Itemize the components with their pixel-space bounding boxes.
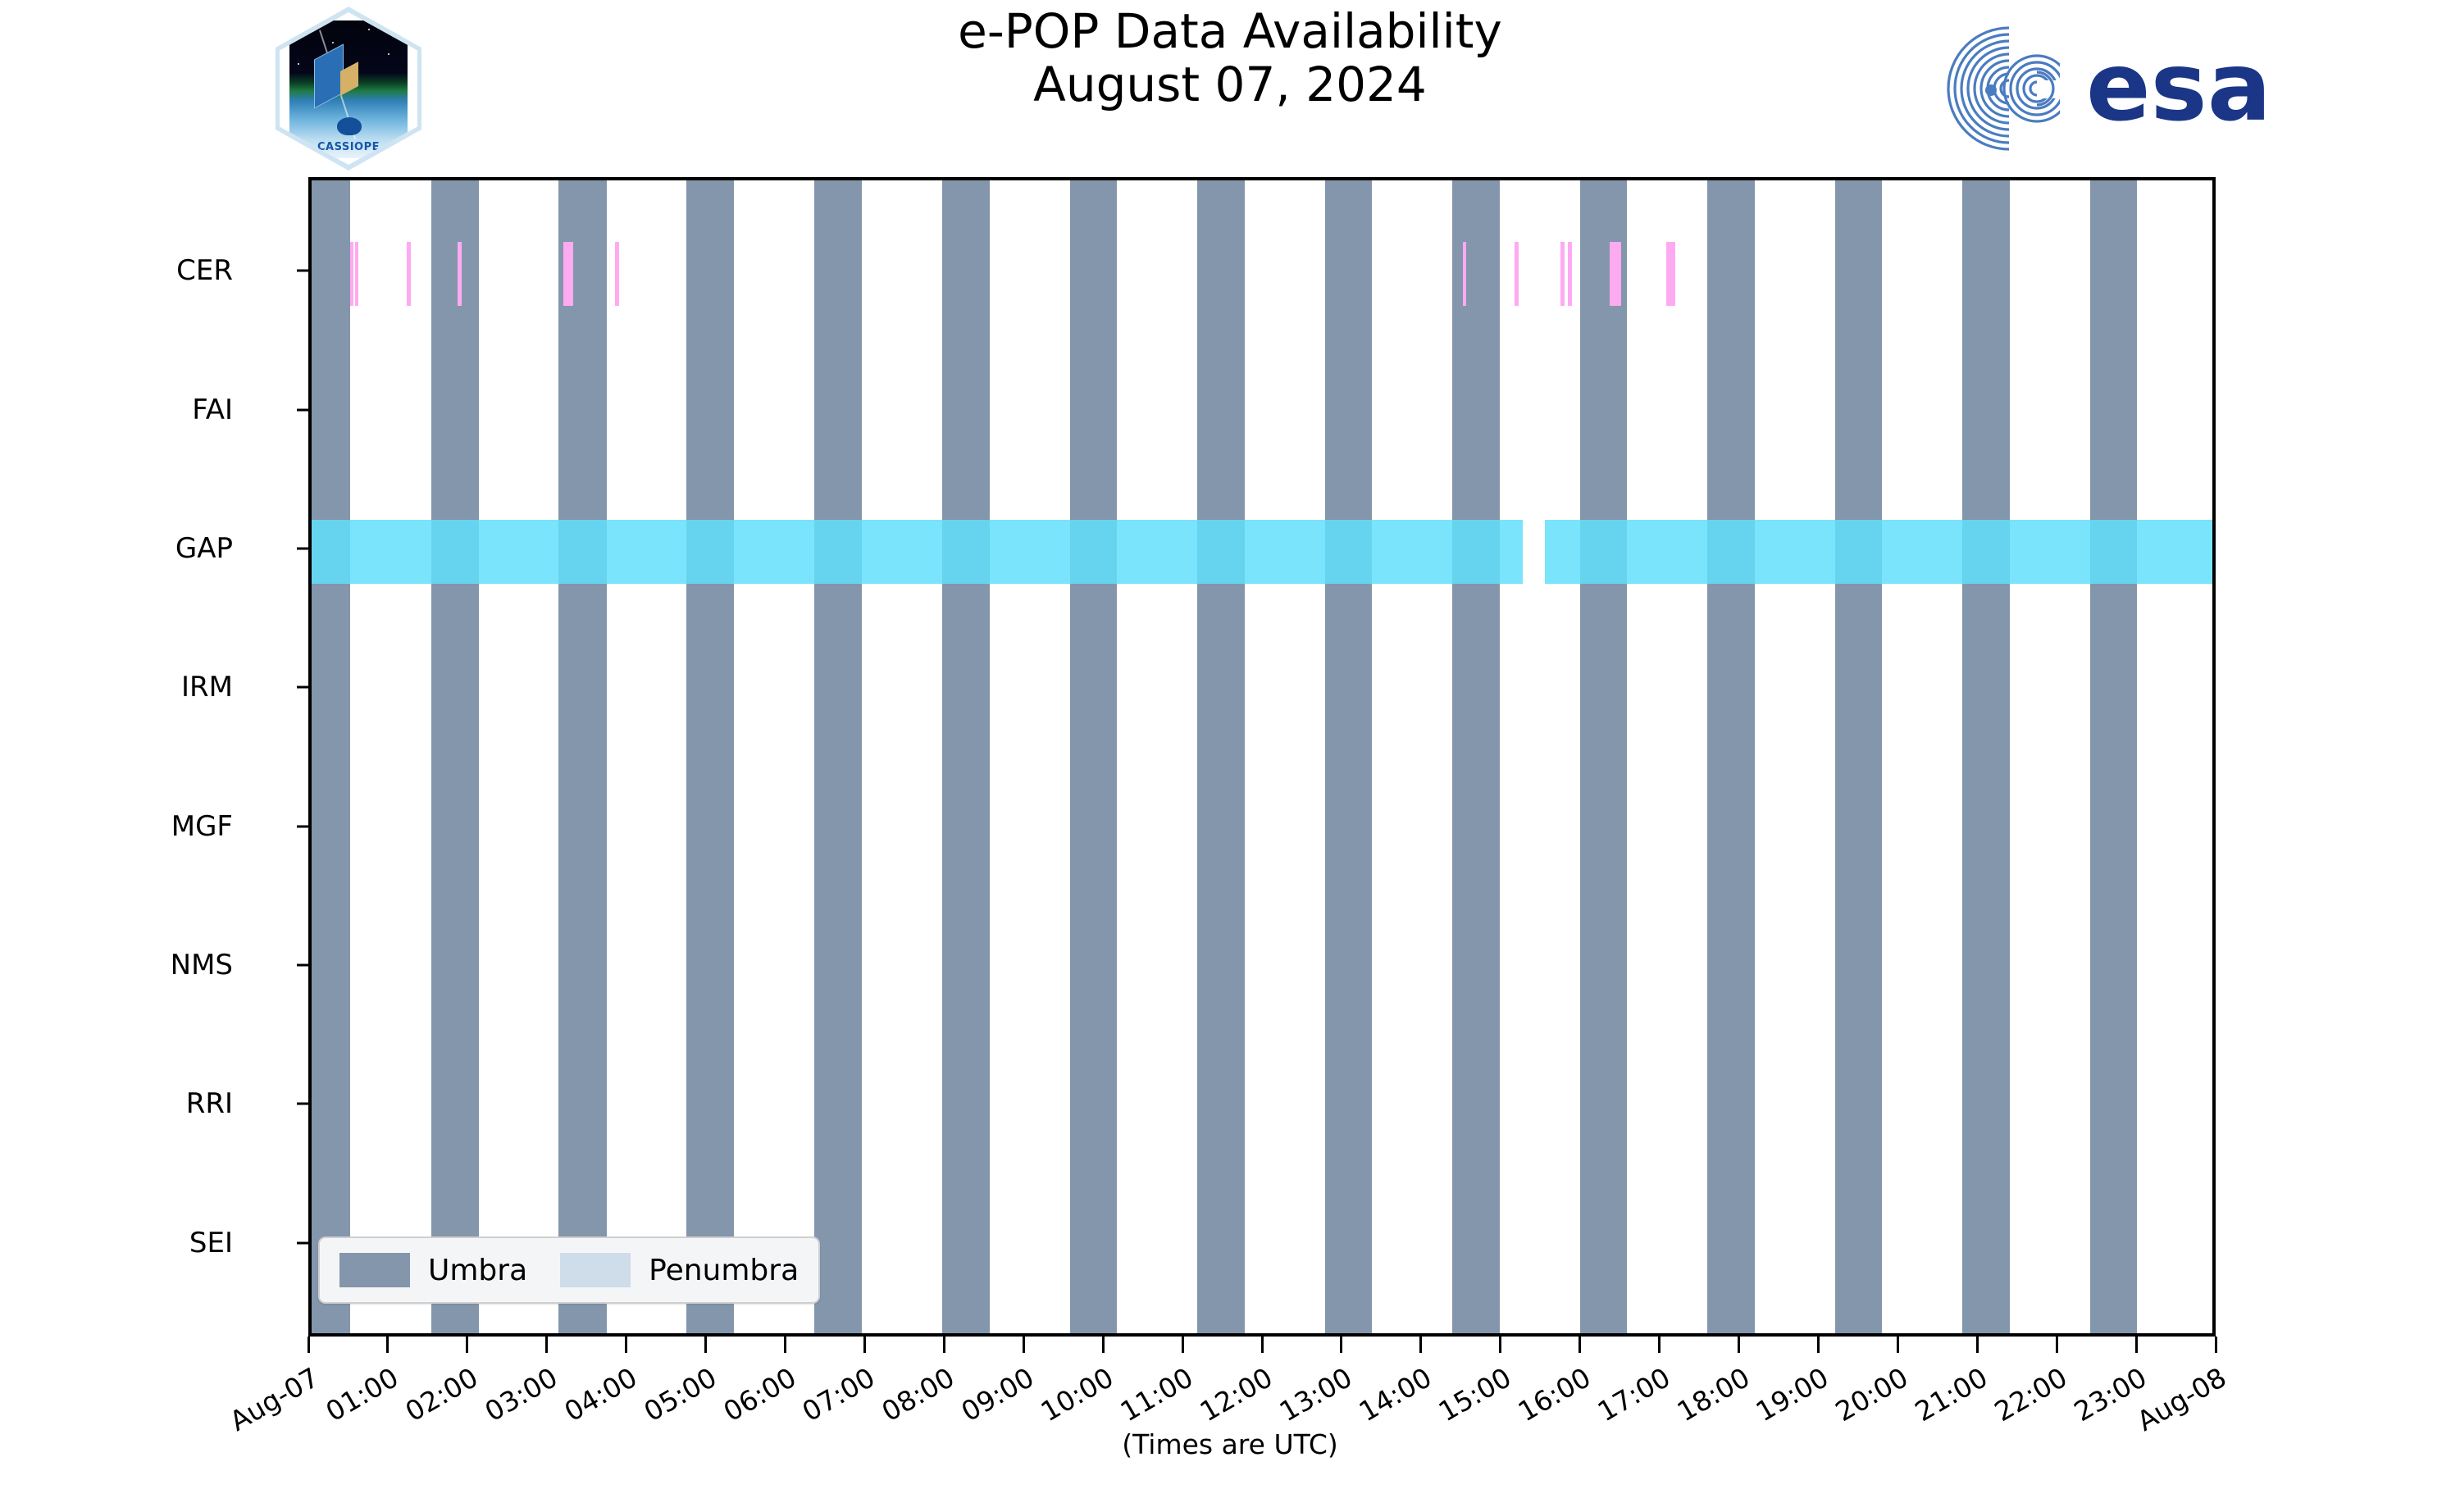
- x-tick-mark-4: [625, 1337, 628, 1353]
- legend-entry-penumbra: Penumbra: [560, 1253, 799, 1287]
- x-tick-mark-1: [386, 1337, 390, 1353]
- data-bar-cer: [567, 242, 574, 307]
- x-tick-mark-23: [2134, 1337, 2138, 1353]
- data-bar-cer: [563, 242, 567, 307]
- x-tick-mark-13: [1340, 1337, 1343, 1353]
- x-tick-mark-0: [307, 1337, 310, 1353]
- shading-band-umbra: [1961, 180, 2011, 1333]
- x-tick-mark-24: [2214, 1337, 2217, 1353]
- data-bar-cer: [1514, 242, 1519, 307]
- data-bar-cer: [406, 242, 411, 307]
- shading-band-umbra: [1451, 180, 1500, 1333]
- y-tick-label-irm: IRM: [181, 671, 233, 704]
- y-tick-label-mgf: MGF: [171, 809, 233, 843]
- x-tick-mark-21: [1975, 1337, 1979, 1353]
- x-tick-mark-20: [1896, 1337, 1899, 1353]
- y-tick-label-rri: RRI: [185, 1087, 233, 1121]
- data-bar-cer: [1462, 242, 1467, 307]
- data-bar-cer: [1665, 242, 1675, 307]
- shading-band-umbra: [814, 180, 862, 1333]
- x-tick-mark-12: [1260, 1337, 1264, 1353]
- shading-band-umbra: [941, 180, 990, 1333]
- cassiope-satellite-image: [289, 20, 408, 158]
- y-tick-label-gap: GAP: [175, 531, 233, 565]
- legend: Umbra Penumbra: [318, 1236, 821, 1304]
- data-bar-cer: [2213, 242, 2216, 306]
- shading-band-umbra: [431, 180, 480, 1333]
- shading-band-umbra: [1579, 180, 1627, 1333]
- x-tick-mark-5: [704, 1337, 708, 1353]
- cassiope-logo-hex-inner: CASSIOPE: [280, 12, 417, 165]
- data-bar-gap: [312, 519, 1523, 584]
- y-tick-mark-mgf: [297, 825, 311, 828]
- data-bar-cer: [355, 242, 359, 307]
- cassiope-badge-icon: [337, 117, 362, 135]
- cassiope-logo-caption: CASSIOPE: [317, 141, 380, 153]
- x-tick-mark-19: [1816, 1337, 1820, 1353]
- x-tick-mark-18: [1738, 1337, 1740, 1353]
- satellite-solar-panel-icon: [314, 43, 344, 109]
- data-bar-cer: [457, 242, 462, 307]
- x-axis-caption: (Times are UTC): [1122, 1428, 1338, 1460]
- data-bar-gap: [1544, 519, 2212, 584]
- y-tick-mark-nms: [297, 963, 311, 967]
- plot-area: [308, 177, 2216, 1337]
- esa-swirl-icon: [1947, 23, 2093, 154]
- chart-title-line2: August 07, 2024: [1033, 56, 1427, 112]
- shading-band-umbra: [1834, 180, 1883, 1333]
- data-bar-cer: [1560, 242, 1565, 307]
- data-bar-cer: [350, 242, 354, 307]
- cassiope-logo: CASSIOPE: [276, 7, 421, 171]
- y-tick-label-fai: FAI: [192, 393, 233, 426]
- y-tick-mark-cer: [297, 269, 311, 272]
- y-tick-label-cer: CER: [176, 254, 233, 288]
- legend-swatch-umbra: [339, 1253, 410, 1287]
- legend-swatch-penumbra: [560, 1253, 631, 1287]
- y-tick-mark-irm: [297, 685, 311, 689]
- x-tick-mark-22: [2055, 1337, 2058, 1353]
- x-tick-mark-6: [784, 1337, 786, 1353]
- shading-band-umbra: [558, 180, 607, 1333]
- y-tick-mark-rri: [297, 1102, 311, 1105]
- x-tick-mark-8: [942, 1337, 945, 1353]
- chart-title-block: e-POP Data Availability August 07, 2024: [615, 5, 1845, 112]
- x-tick-mark-9: [1022, 1337, 1025, 1353]
- esa-wordmark: esa: [2086, 32, 2271, 143]
- x-tick-mark-15: [1499, 1337, 1502, 1353]
- shading-band-umbra: [1324, 180, 1372, 1333]
- shading-band-umbra: [1706, 180, 1755, 1333]
- y-tick-mark-fai: [297, 408, 311, 412]
- data-bar-cer: [1567, 242, 1572, 307]
- shading-band-umbra: [312, 180, 350, 1333]
- x-tick-mark-17: [1658, 1337, 1661, 1353]
- x-tick-mark-3: [545, 1337, 549, 1353]
- x-tick-mark-14: [1419, 1337, 1423, 1353]
- shading-band-umbra: [686, 180, 734, 1333]
- y-tick-label-sei: SEI: [189, 1226, 233, 1259]
- shading-band-umbra: [2089, 180, 2138, 1333]
- y-tick-label-nms: NMS: [170, 949, 233, 981]
- legend-label-penumbra: Penumbra: [649, 1253, 800, 1287]
- legend-label-umbra: Umbra: [428, 1253, 528, 1287]
- x-tick-mark-11: [1181, 1337, 1184, 1353]
- y-tick-mark-sei: [297, 1241, 311, 1245]
- y-tick-mark-gap: [297, 547, 311, 550]
- x-tick-mark-16: [1578, 1337, 1582, 1353]
- data-bar-cer: [615, 242, 619, 307]
- page-header: CASSIOPE e-POP Data Availability August …: [0, 0, 2460, 177]
- data-bar-cer: [1609, 242, 1621, 307]
- legend-entry-umbra: Umbra: [339, 1253, 527, 1287]
- chart-title-line1: e-POP Data Availability: [958, 3, 1502, 59]
- shading-band-umbra: [1196, 180, 1245, 1333]
- shading-band-umbra: [1069, 180, 1117, 1333]
- x-tick-mark-7: [863, 1337, 866, 1353]
- x-tick-mark-10: [1101, 1337, 1105, 1353]
- esa-logo: esa: [1945, 15, 2314, 162]
- x-tick-mark-2: [466, 1337, 469, 1353]
